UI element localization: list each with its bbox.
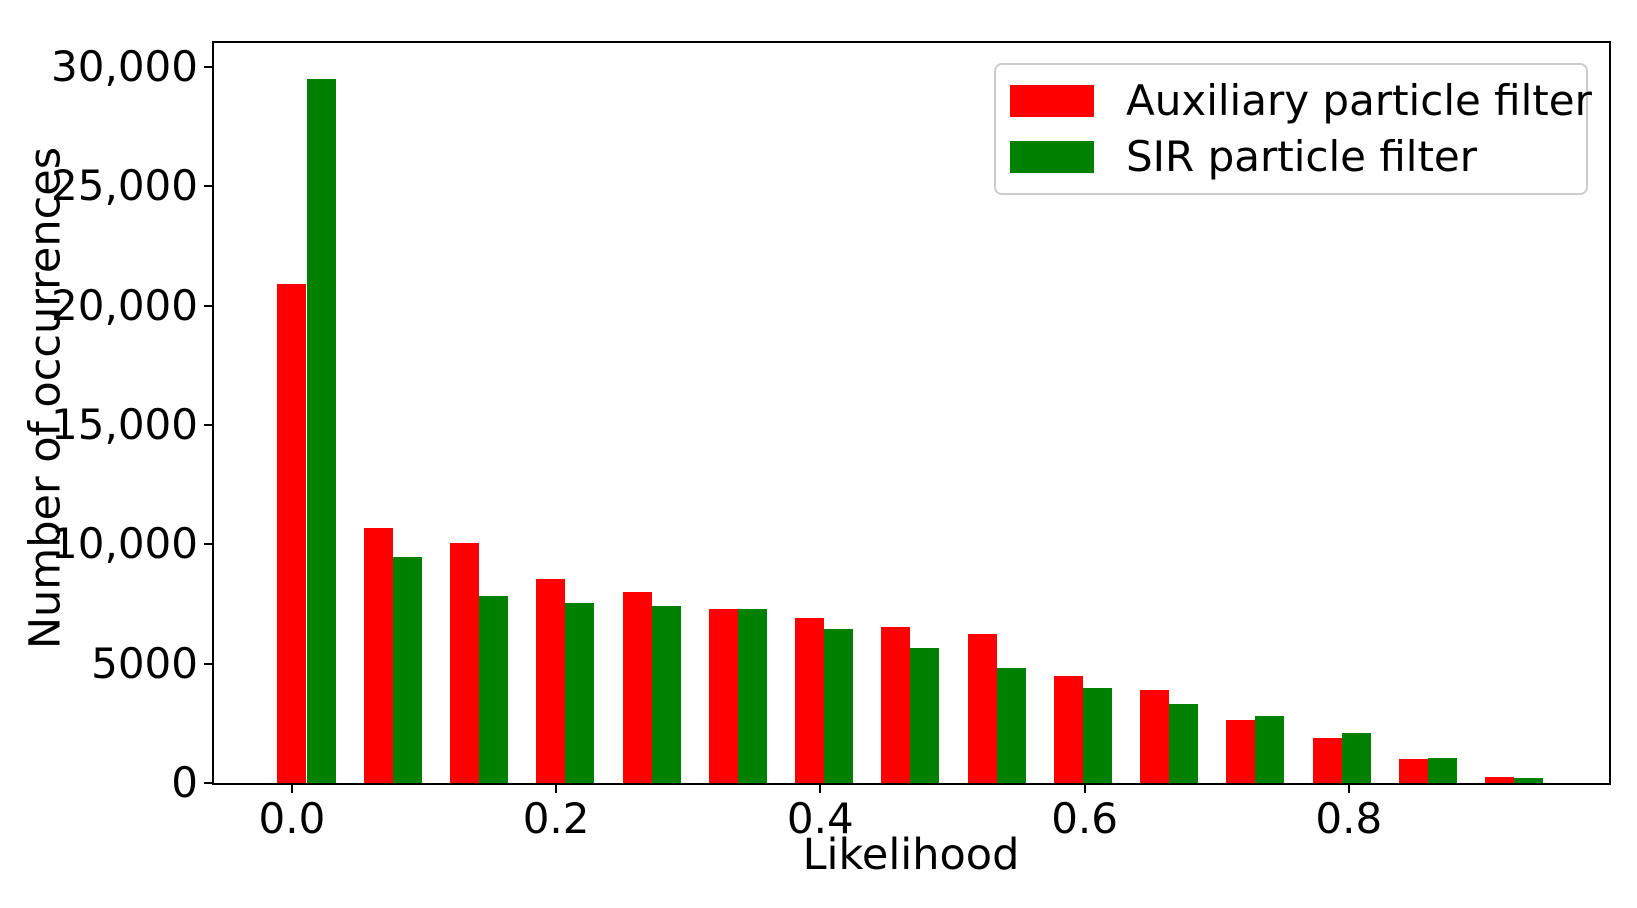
bar-auxiliary-particle-filter-bin-9 <box>1053 675 1083 783</box>
bar-sir-particle-filter-bin-0 <box>306 78 336 783</box>
bar-sir-particle-filter-bin-6 <box>824 629 854 783</box>
bar-sir-particle-filter-bin-8 <box>996 668 1026 783</box>
x-tick-mark-0.4 <box>819 783 822 793</box>
y-tick-label-15,000: 15,000 <box>51 399 198 449</box>
x-axis-title: Likelihood <box>802 830 1020 880</box>
plot-area <box>212 41 1611 785</box>
bar-sir-particle-filter-bin-3 <box>565 602 595 783</box>
y-tick-mark-10,000 <box>204 543 214 546</box>
bar-sir-particle-filter-bin-13 <box>1427 757 1457 783</box>
x-tick-mark-0.8 <box>1347 783 1350 793</box>
y-tick-mark-5000 <box>204 662 214 665</box>
legend: Auxiliary particle filter SIR particle f… <box>994 63 1592 195</box>
bar-auxiliary-particle-filter-bin-5 <box>708 608 738 783</box>
legend-row: SIR particle filter <box>1010 131 1586 183</box>
x-tick-label-0.4: 0.4 <box>786 794 854 843</box>
bar-auxiliary-particle-filter-bin-11 <box>1226 719 1256 783</box>
bar-sir-particle-filter-bin-1 <box>392 557 422 783</box>
x-tick-mark-0.0 <box>290 783 293 793</box>
y-tick-mark-0 <box>204 782 214 784</box>
legend-label-auxiliary-particle-filter: Auxiliary particle filter <box>1126 76 1592 125</box>
legend-row: Auxiliary particle filter <box>1010 75 1592 127</box>
legend-swatch-auxiliary-particle-filter <box>1010 85 1094 117</box>
y-tick-mark-25,000 <box>204 185 214 188</box>
bar-auxiliary-particle-filter-bin-4 <box>622 592 652 783</box>
bar-auxiliary-particle-filter-bin-10 <box>1140 689 1170 783</box>
bar-auxiliary-particle-filter-bin-0 <box>277 284 307 783</box>
x-tick-mark-0.6 <box>1083 783 1086 793</box>
y-tick-mark-20,000 <box>204 304 214 307</box>
bar-sir-particle-filter-bin-5 <box>737 608 767 783</box>
bar-auxiliary-particle-filter-bin-13 <box>1398 758 1428 783</box>
bar-sir-particle-filter-bin-7 <box>910 648 940 783</box>
bar-auxiliary-particle-filter-bin-7 <box>881 626 911 783</box>
bar-auxiliary-particle-filter-bin-8 <box>967 633 997 783</box>
bar-auxiliary-particle-filter-bin-3 <box>536 578 566 783</box>
bar-auxiliary-particle-filter-bin-6 <box>795 618 825 783</box>
bar-auxiliary-particle-filter-bin-12 <box>1312 738 1342 783</box>
y-axis-title: Number of occurrences <box>20 146 71 650</box>
bar-sir-particle-filter-bin-12 <box>1341 733 1371 783</box>
bar-sir-particle-filter-bin-9 <box>1082 687 1112 783</box>
y-tick-mark-30,000 <box>204 65 214 68</box>
y-tick-label-25,000: 25,000 <box>51 161 198 211</box>
bar-sir-particle-filter-bin-11 <box>1255 716 1285 783</box>
bar-sir-particle-filter-bin-10 <box>1169 704 1199 783</box>
x-tick-label-0.2: 0.2 <box>522 794 590 843</box>
bar-auxiliary-particle-filter-bin-1 <box>363 527 393 783</box>
bar-sir-particle-filter-bin-4 <box>651 606 681 783</box>
bar-sir-particle-filter-bin-2 <box>479 595 509 783</box>
y-tick-label-10,000: 10,000 <box>51 519 198 569</box>
y-tick-label-20,000: 20,000 <box>51 280 198 330</box>
bar-sir-particle-filter-bin-14 <box>1514 777 1544 783</box>
bar-auxiliary-particle-filter-bin-2 <box>449 543 479 783</box>
y-tick-mark-15,000 <box>204 423 214 426</box>
y-tick-label-5000: 5000 <box>91 638 198 688</box>
y-tick-label-30,000: 30,000 <box>51 41 198 91</box>
y-tick-label-0: 0 <box>171 758 198 807</box>
legend-swatch-sir-particle-filter <box>1010 141 1094 173</box>
x-tick-mark-0.2 <box>555 783 558 793</box>
x-tick-label-0.8: 0.8 <box>1315 794 1383 843</box>
x-tick-label-0.6: 0.6 <box>1051 794 1118 843</box>
bar-auxiliary-particle-filter-bin-14 <box>1485 776 1515 783</box>
legend-label-sir-particle-filter: SIR particle filter <box>1126 132 1478 181</box>
x-tick-label-0.0: 0.0 <box>258 794 326 843</box>
